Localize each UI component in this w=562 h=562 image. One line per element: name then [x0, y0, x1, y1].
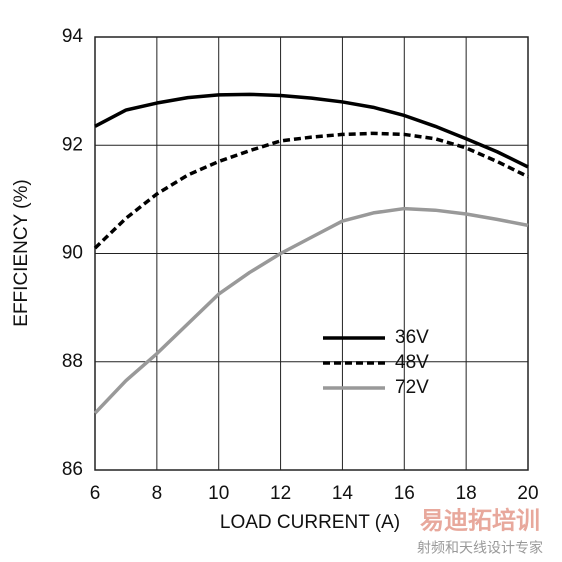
x-axis-label: LOAD CURRENT (A) — [220, 512, 400, 533]
y-axis-label: EFFICIENCY (%) — [11, 179, 32, 326]
x-tick-label: 12 — [270, 483, 291, 504]
y-tick-label: 86 — [62, 459, 83, 480]
legend-label: 72V — [395, 377, 429, 398]
x-tick-label: 16 — [394, 483, 415, 504]
x-tick-label: 6 — [90, 483, 101, 504]
x-tick-label: 8 — [152, 483, 163, 504]
y-tick-label: 92 — [62, 134, 83, 155]
series-line — [93, 131, 529, 250]
y-tick-label: 94 — [62, 26, 84, 47]
plot-frame — [94, 36, 529, 471]
x-tick-label: 20 — [517, 483, 538, 504]
series-line — [94, 92, 529, 169]
watermark-title: 易迪拓培训 — [420, 506, 540, 534]
legend-label: 48V — [395, 352, 429, 373]
y-tick-label: 88 — [62, 351, 83, 372]
x-tick-label: 10 — [208, 483, 229, 504]
x-tick-label: 18 — [456, 483, 477, 504]
legend-label: 36V — [395, 327, 429, 348]
series-line — [93, 206, 529, 415]
watermark-subtitle: 射频和天线设计专家 — [417, 540, 543, 556]
y-tick-label: 90 — [62, 243, 83, 264]
x-tick-label: 14 — [332, 483, 354, 504]
